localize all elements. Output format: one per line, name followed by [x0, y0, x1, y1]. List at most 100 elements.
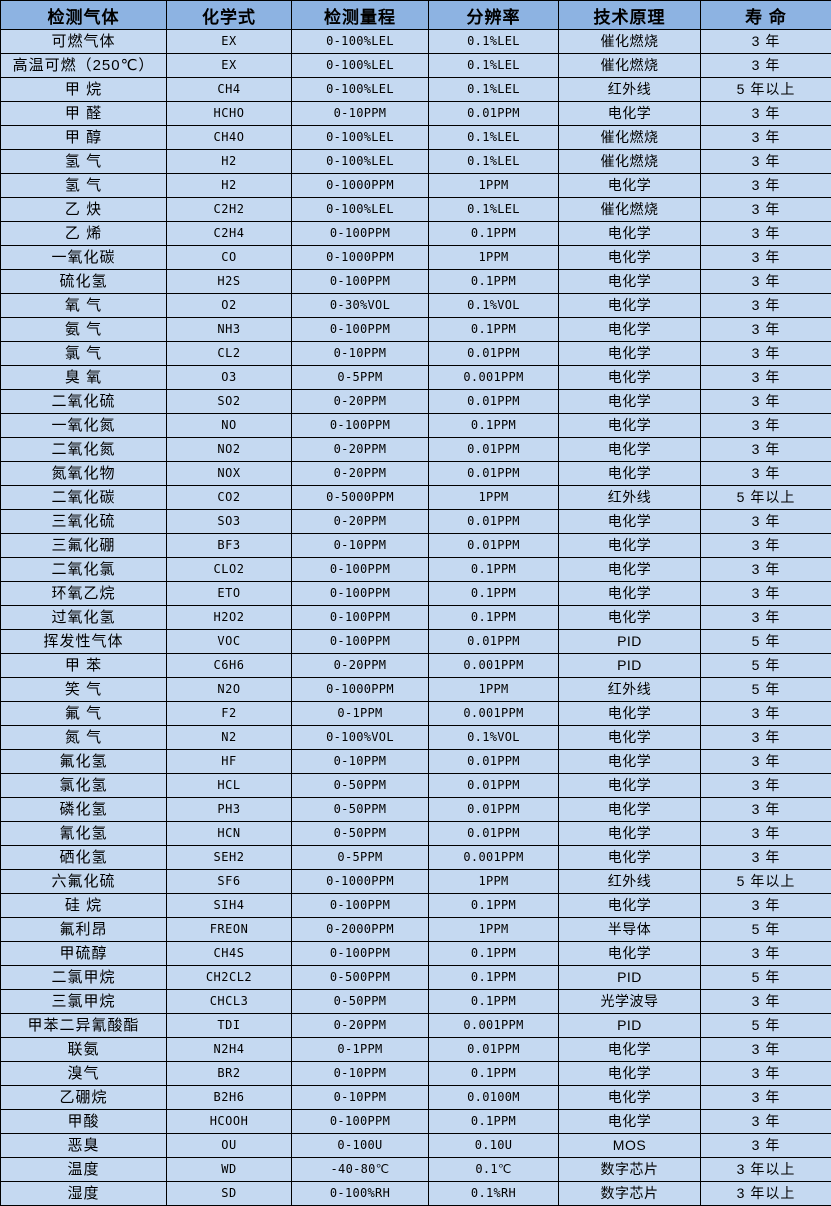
cell-lifetime: 5 年 [701, 918, 831, 942]
cell-technology: 电化学 [559, 510, 701, 534]
cell-technology: 电化学 [559, 246, 701, 270]
cell-technology: 光学波导 [559, 990, 701, 1014]
cell-range: 0-100%LEL [292, 150, 429, 174]
cell-formula: FREON [167, 918, 292, 942]
cell-gas: 甲苯二异氰酸酯 [1, 1014, 167, 1038]
cell-gas: 甲酸 [1, 1110, 167, 1134]
cell-resolution: 0.1PPM [429, 558, 559, 582]
cell-lifetime: 3 年 [701, 822, 831, 846]
cell-gas: 甲 醛 [1, 102, 167, 126]
cell-range: 0-20PPM [292, 1014, 429, 1038]
cell-range: 0-1000PPM [292, 678, 429, 702]
column-header-resolution: 分辨率 [429, 1, 559, 30]
cell-range: 0-20PPM [292, 510, 429, 534]
cell-resolution: 0.1%LEL [429, 54, 559, 78]
cell-lifetime: 3 年 [701, 606, 831, 630]
cell-technology: 电化学 [559, 750, 701, 774]
cell-technology: PID [559, 654, 701, 678]
cell-lifetime: 3 年 [701, 102, 831, 126]
cell-range: 0-100PPM [292, 270, 429, 294]
cell-lifetime: 5 年 [701, 678, 831, 702]
cell-lifetime: 3 年 [701, 774, 831, 798]
cell-technology: 电化学 [559, 774, 701, 798]
cell-gas: 氮氧化物 [1, 462, 167, 486]
cell-resolution: 0.01PPM [429, 102, 559, 126]
cell-resolution: 0.1%LEL [429, 126, 559, 150]
cell-resolution: 0.01PPM [429, 750, 559, 774]
cell-range: 0-1000PPM [292, 174, 429, 198]
cell-lifetime: 3 年 [701, 222, 831, 246]
cell-range: 0-30%VOL [292, 294, 429, 318]
cell-technology: 电化学 [559, 1086, 701, 1110]
cell-formula: HCN [167, 822, 292, 846]
cell-formula: N2O [167, 678, 292, 702]
cell-resolution: 0.01PPM [429, 630, 559, 654]
cell-resolution: 0.01PPM [429, 342, 559, 366]
cell-range: 0-50PPM [292, 990, 429, 1014]
cell-formula: CH4S [167, 942, 292, 966]
cell-resolution: 0.01PPM [429, 534, 559, 558]
cell-range: 0-10PPM [292, 750, 429, 774]
cell-gas: 甲 烷 [1, 78, 167, 102]
cell-lifetime: 3 年 [701, 318, 831, 342]
cell-lifetime: 3 年 [701, 990, 831, 1014]
cell-formula: SF6 [167, 870, 292, 894]
cell-gas: 氨 气 [1, 318, 167, 342]
cell-gas: 甲 醇 [1, 126, 167, 150]
cell-resolution: 0.001PPM [429, 366, 559, 390]
column-header-technology: 技术原理 [559, 1, 701, 30]
cell-technology: 数字芯片 [559, 1182, 701, 1206]
cell-technology: 电化学 [559, 390, 701, 414]
cell-gas: 环氧乙烷 [1, 582, 167, 606]
cell-formula: SIH4 [167, 894, 292, 918]
cell-formula: SD [167, 1182, 292, 1206]
cell-formula: WD [167, 1158, 292, 1182]
cell-resolution: 0.01PPM [429, 462, 559, 486]
cell-technology: 电化学 [559, 558, 701, 582]
cell-formula: EX [167, 30, 292, 54]
cell-lifetime: 3 年 [701, 750, 831, 774]
cell-formula: HCOOH [167, 1110, 292, 1134]
cell-range: 0-100%LEL [292, 126, 429, 150]
cell-lifetime: 5 年以上 [701, 486, 831, 510]
cell-formula: C2H4 [167, 222, 292, 246]
cell-formula: HCL [167, 774, 292, 798]
cell-formula: TDI [167, 1014, 292, 1038]
cell-gas: 乙 烯 [1, 222, 167, 246]
cell-gas: 硫化氢 [1, 270, 167, 294]
cell-range: 0-100PPM [292, 606, 429, 630]
cell-resolution: 0.1PPM [429, 318, 559, 342]
column-header-range: 检测量程 [292, 1, 429, 30]
cell-resolution: 0.1PPM [429, 222, 559, 246]
cell-gas: 氧 气 [1, 294, 167, 318]
cell-gas: 氰化氢 [1, 822, 167, 846]
cell-formula: EX [167, 54, 292, 78]
cell-technology: 电化学 [559, 438, 701, 462]
cell-range: 0-100U [292, 1134, 429, 1158]
cell-technology: 电化学 [559, 894, 701, 918]
cell-lifetime: 3 年 [701, 510, 831, 534]
cell-resolution: 0.1PPM [429, 414, 559, 438]
cell-range: 0-100%RH [292, 1182, 429, 1206]
cell-technology: PID [559, 966, 701, 990]
cell-range: 0-10PPM [292, 534, 429, 558]
cell-resolution: 0.001PPM [429, 1014, 559, 1038]
cell-gas: 三氯甲烷 [1, 990, 167, 1014]
header-row: 检测气体 化学式 检测量程 分辨率 技术原理 寿 命 [1, 1, 831, 30]
cell-gas: 氟利昂 [1, 918, 167, 942]
column-header-formula: 化学式 [167, 1, 292, 30]
cell-range: 0-20PPM [292, 390, 429, 414]
